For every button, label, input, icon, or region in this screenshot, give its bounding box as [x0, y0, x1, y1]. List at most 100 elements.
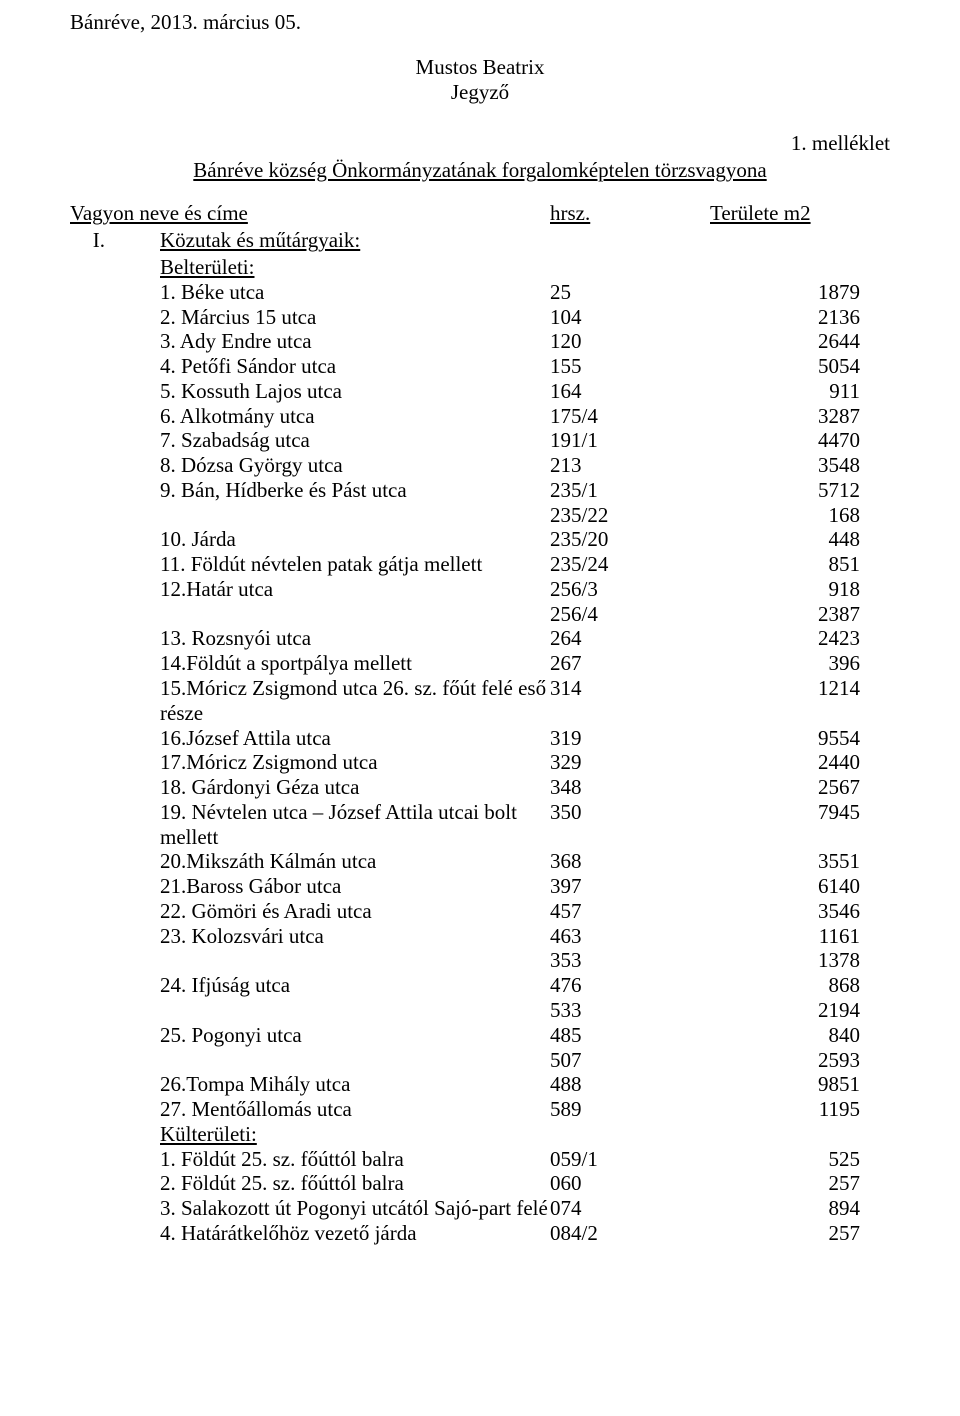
row-area: 2644: [680, 329, 890, 354]
row-name: 1. Béke utca: [70, 280, 550, 305]
row-area: 2567: [680, 775, 890, 800]
row-area: 2440: [680, 750, 890, 775]
row-name: 7. Szabadság utca: [70, 428, 550, 453]
row-area: 3546: [680, 899, 890, 924]
row-hrsz: 235/22: [550, 503, 680, 528]
row-hrsz: 348: [550, 775, 680, 800]
row-name: 2. Március 15 utca: [70, 305, 550, 330]
header-hrsz: hrsz.: [550, 201, 710, 226]
row-hrsz: 256/3: [550, 577, 680, 602]
row-area: 1161: [680, 924, 890, 949]
table-row: 6. Alkotmány utca175/43287: [70, 404, 890, 429]
row-hrsz: 104: [550, 305, 680, 330]
table-header: Vagyon neve és címe hrsz. Területe m2: [70, 201, 890, 226]
row-hrsz: 476: [550, 973, 680, 998]
row-hrsz: 191/1: [550, 428, 680, 453]
row-hrsz: 175/4: [550, 404, 680, 429]
table-row: 235/22168: [70, 503, 890, 528]
row-name: 8. Dózsa György utca: [70, 453, 550, 478]
row-area: 2194: [680, 998, 890, 1023]
section-label: Közutak és műtárgyaik:: [160, 228, 890, 253]
row-name: 11. Földút névtelen patak gátja mellett: [70, 552, 550, 577]
row-hrsz: 485: [550, 1023, 680, 1048]
section-roman: I.: [70, 228, 110, 253]
kulteruleti-list: 1. Földút 25. sz. főúttól balra059/15252…: [70, 1147, 890, 1246]
table-row: 4. Határátkelőhöz vezető járda084/2257: [70, 1221, 890, 1246]
row-area: 9554: [680, 726, 890, 751]
row-area: 5712: [680, 478, 890, 503]
row-name: 26.Tompa Mihály utca: [70, 1072, 550, 1097]
row-name: 1. Földút 25. sz. főúttól balra: [70, 1147, 550, 1172]
table-row: 5332194: [70, 998, 890, 1023]
table-row: 26.Tompa Mihály utca4889851: [70, 1072, 890, 1097]
row-name: 2. Földút 25. sz. főúttól balra: [70, 1171, 550, 1196]
row-name: 18. Gárdonyi Géza utca: [70, 775, 550, 800]
row-name: 3. Salakozott út Pogonyi utcától Sajó-pa…: [70, 1196, 550, 1221]
row-name: [70, 1048, 550, 1073]
row-area: 5054: [680, 354, 890, 379]
header-area: Területe m2: [710, 201, 890, 226]
row-hrsz: 533: [550, 998, 680, 1023]
header-name: Vagyon neve és címe: [70, 201, 550, 226]
attachment-label: 1. melléklet: [70, 131, 890, 156]
row-name: [70, 998, 550, 1023]
row-hrsz: 589: [550, 1097, 680, 1122]
table-row: 10. Járda235/20448: [70, 527, 890, 552]
table-row: 16.József Attila utca3199554: [70, 726, 890, 751]
table-row: 3. Salakozott út Pogonyi utcától Sajó-pa…: [70, 1196, 890, 1221]
row-area: 257: [680, 1221, 890, 1246]
row-area: 4470: [680, 428, 890, 453]
row-name: 23. Kolozsvári utca: [70, 924, 550, 949]
belteruleti-list: 1. Béke utca2518792. Március 15 utca1042…: [70, 280, 890, 1122]
row-name: 25. Pogonyi utca: [70, 1023, 550, 1048]
row-name: 4. Petőfi Sándor utca: [70, 354, 550, 379]
row-hrsz: 353: [550, 948, 680, 973]
table-row: 4. Petőfi Sándor utca1555054: [70, 354, 890, 379]
row-hrsz: 084/2: [550, 1221, 680, 1246]
row-area: 168: [680, 503, 890, 528]
row-area: 2423: [680, 626, 890, 651]
row-area: 868: [680, 973, 890, 998]
table-row: 23. Kolozsvári utca4631161: [70, 924, 890, 949]
row-hrsz: 329: [550, 750, 680, 775]
row-hrsz: 235/20: [550, 527, 680, 552]
row-name: 17.Móricz Zsigmond utca: [70, 750, 550, 775]
row-area: 911: [680, 379, 890, 404]
row-area: 3287: [680, 404, 890, 429]
row-name: 24. Ifjúság utca: [70, 973, 550, 998]
row-hrsz: 319: [550, 726, 680, 751]
table-row: 15.Móricz Zsigmond utca 26. sz. főút fel…: [70, 676, 890, 726]
table-row: 1. Béke utca251879: [70, 280, 890, 305]
row-name: 5. Kossuth Lajos utca: [70, 379, 550, 404]
row-hrsz: 488: [550, 1072, 680, 1097]
table-row: 1. Földút 25. sz. főúttól balra059/1525: [70, 1147, 890, 1172]
row-area: 2136: [680, 305, 890, 330]
row-name: 12.Határ utca: [70, 577, 550, 602]
signature-name: Mustos Beatrix: [416, 55, 545, 79]
belteruleti-header: Belterületi:: [70, 255, 890, 280]
table-row: 22. Gömöri és Aradi utca4573546: [70, 899, 890, 924]
row-name: 15.Móricz Zsigmond utca 26. sz. főút fel…: [70, 676, 550, 726]
row-area: 257: [680, 1171, 890, 1196]
row-name: 9. Bán, Hídberke és Pást utca: [70, 478, 550, 503]
row-hrsz: 235/1: [550, 478, 680, 503]
table-row: 2. Földút 25. sz. főúttól balra060257: [70, 1171, 890, 1196]
row-area: 1214: [680, 676, 890, 726]
row-name: 21.Baross Gábor utca: [70, 874, 550, 899]
row-area: 894: [680, 1196, 890, 1221]
row-name: [70, 602, 550, 627]
table-row: 19. Névtelen utca – József Attila utcai …: [70, 800, 890, 850]
row-hrsz: 457: [550, 899, 680, 924]
row-hrsz: 350: [550, 800, 680, 850]
table-row: 24. Ifjúság utca476868: [70, 973, 890, 998]
row-hrsz: 213: [550, 453, 680, 478]
row-area: 525: [680, 1147, 890, 1172]
document-subtitle: Bánréve község Önkormányzatának forgalom…: [70, 158, 890, 183]
section-heading: I. Közutak és műtárgyaik:: [70, 228, 890, 253]
table-row: 20.Mikszáth Kálmán utca3683551: [70, 849, 890, 874]
row-area: 3548: [680, 453, 890, 478]
row-hrsz: 267: [550, 651, 680, 676]
row-name: [70, 503, 550, 528]
row-hrsz: 059/1: [550, 1147, 680, 1172]
row-name: 13. Rozsnyói utca: [70, 626, 550, 651]
